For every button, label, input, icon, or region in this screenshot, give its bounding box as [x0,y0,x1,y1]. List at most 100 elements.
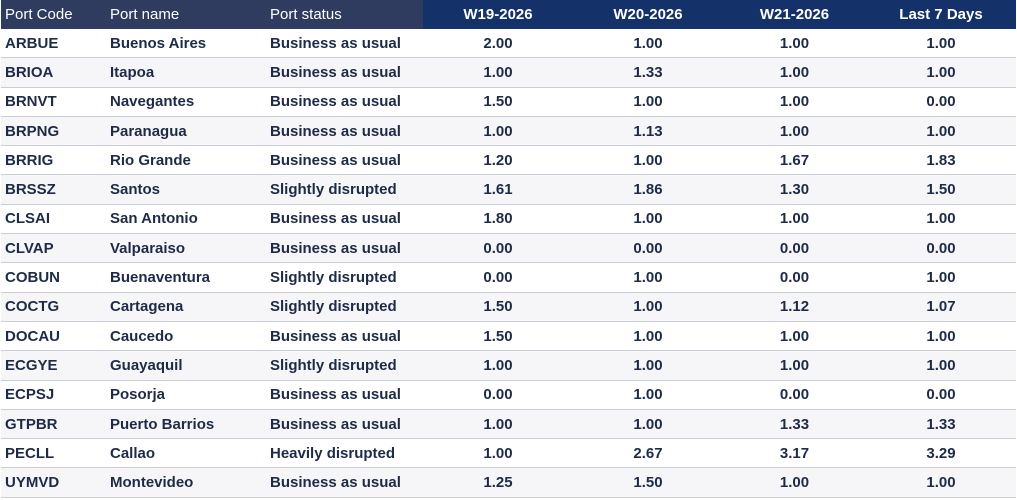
header-w19[interactable]: W19-2026 [423,0,573,29]
w20-value-cell: 1.00 [573,262,723,293]
port-status-cell: Business as usual [266,380,423,410]
port-name-cell: Posorja [106,380,266,410]
table-row[interactable]: CLVAP Valparaiso Business as usual 0.00 0.00… [1,233,1016,264]
port-status-cell: Business as usual [266,204,423,235]
w21-value-cell: 1.00 [723,321,866,352]
w19-value-cell: 1.00 [423,116,573,147]
w20-value-cell: 1.00 [573,409,723,440]
w19-value-cell: 1.00 [423,350,573,381]
last-7-days-value-cell: 1.00 [866,262,1016,293]
table-row[interactable]: BRIOA Itapoa Business as usual 1.00 1.33 1.00… [1,57,1016,88]
header-port-code[interactable]: Port Code [1,0,106,29]
port-name-cell: Montevideo [106,467,266,498]
header-port-name[interactable]: Port name [106,0,266,29]
last-7-days-value-cell: 0.00 [866,380,1016,410]
port-status-cell: Slightly disrupted [266,292,423,322]
header-w21[interactable]: W21-2026 [723,0,866,29]
port-name-cell: Navegantes [106,87,266,117]
port-code-cell: ECPSJ [1,380,106,410]
port-code-cell: BRPNG [1,116,106,147]
table-row[interactable]: BRSSZ Santos Slightly disrupted 1.61 1.86 1.3… [1,174,1016,205]
port-name-cell: Rio Grande [106,145,266,176]
port-code-cell: BRSSZ [1,174,106,205]
table-row[interactable]: BRNVT Navegantes Business as usual 1.50 1.00… [1,87,1016,117]
port-status-cell: Heavily disrupted [266,438,423,469]
port-status-cell: Business as usual [266,467,423,498]
w19-value-cell: 0.00 [423,262,573,293]
port-name-cell: Guayaquil [106,350,266,381]
port-name-cell: Buenaventura [106,262,266,293]
header-port-status[interactable]: Port status [266,0,423,29]
table-row[interactable]: BRRIG Rio Grande Business as usual 1.20 1.00… [1,145,1016,176]
w21-value-cell: 1.00 [723,57,866,88]
w21-value-cell: 1.00 [723,87,866,117]
port-code-cell: DOCAU [1,321,106,352]
port-code-cell: BRNVT [1,87,106,117]
w19-value-cell: 1.25 [423,467,573,498]
w20-value-cell: 0.00 [573,233,723,264]
port-name-cell: Itapoa [106,57,266,88]
port-code-cell: ARBUE [1,29,106,59]
last-7-days-value-cell: 1.00 [866,321,1016,352]
table-row[interactable]: COBUN Buenaventura Slightly disrupted 0.00 1… [1,262,1016,293]
last-7-days-value-cell: 1.00 [866,350,1016,381]
w20-value-cell: 1.86 [573,174,723,205]
w20-value-cell: 1.50 [573,467,723,498]
port-code-cell: CLSAI [1,204,106,235]
port-code-cell: BRRIG [1,145,106,176]
w19-value-cell: 1.00 [423,57,573,88]
table-row[interactable]: UYMVD Montevideo Business as usual 1.25 1.50… [1,467,1016,498]
port-name-cell: Paranagua [106,116,266,147]
w19-value-cell: 1.80 [423,204,573,235]
w20-value-cell: 1.00 [573,380,723,410]
w21-value-cell: 1.00 [723,467,866,498]
port-name-cell: San Antonio [106,204,266,235]
table-row[interactable]: PECLL Callao Heavily disrupted 1.00 2.67 3.17… [1,438,1016,469]
table-row[interactable]: COCTG Cartagena Slightly disrupted 1.50 1.00… [1,292,1016,322]
w21-value-cell: 1.00 [723,204,866,235]
w21-value-cell: 1.00 [723,116,866,147]
last-7-days-value-cell: 1.33 [866,409,1016,440]
table-row[interactable]: BRPNG Paranagua Business as usual 1.00 1.13 1… [1,116,1016,147]
w20-value-cell: 1.00 [573,321,723,352]
w20-value-cell: 1.13 [573,116,723,147]
w20-value-cell: 1.00 [573,350,723,381]
port-code-cell: GTPBR [1,409,106,440]
w20-value-cell: 1.33 [573,57,723,88]
port-name-cell: Cartagena [106,292,266,322]
port-code-cell: BRIOA [1,57,106,88]
w19-value-cell: 1.50 [423,87,573,117]
table-header-row: Port Code Port name Port status W19-2026… [1,0,1016,29]
w21-value-cell: 3.17 [723,438,866,469]
last-7-days-value-cell: 1.50 [866,174,1016,205]
port-name-cell: Buenos Aires [106,29,266,59]
table-row[interactable]: ARBUE Buenos Aires Business as usual 2.00 1.… [1,29,1016,59]
table-row[interactable]: GTPBR Puerto Barrios Business as usual 1.00… [1,409,1016,440]
w19-value-cell: 1.61 [423,174,573,205]
last-7-days-value-cell: 1.00 [866,467,1016,498]
port-code-cell: ECGYE [1,350,106,381]
table-row[interactable]: CLSAI San Antonio Business as usual 1.80 1.0… [1,204,1016,235]
table-row[interactable]: DOCAU Caucedo Business as usual 1.50 1.00 1.0… [1,321,1016,352]
w19-value-cell: 1.00 [423,438,573,469]
w20-value-cell: 1.00 [573,87,723,117]
port-name-cell: Callao [106,438,266,469]
header-last-7-days[interactable]: Last 7 Days [866,0,1016,29]
port-status-cell: Business as usual [266,321,423,352]
w19-value-cell: 1.20 [423,145,573,176]
port-name-cell: Santos [106,174,266,205]
last-7-days-value-cell: 1.00 [866,204,1016,235]
w20-value-cell: 1.00 [573,292,723,322]
w19-value-cell: 0.00 [423,380,573,410]
w19-value-cell: 1.50 [423,292,573,322]
w19-value-cell: 1.00 [423,409,573,440]
port-status-cell: Business as usual [266,29,423,59]
w21-value-cell: 1.00 [723,29,866,59]
table-row[interactable]: ECPSJ Posorja Business as usual 0.00 1.00 0.0… [1,380,1016,410]
port-code-cell: PECLL [1,438,106,469]
table-row[interactable]: ECGYE Guayaquil Slightly disrupted 1.00 1.00… [1,350,1016,381]
port-status-cell: Slightly disrupted [266,262,423,293]
header-w20[interactable]: W20-2026 [573,0,723,29]
port-status-cell: Slightly disrupted [266,350,423,381]
